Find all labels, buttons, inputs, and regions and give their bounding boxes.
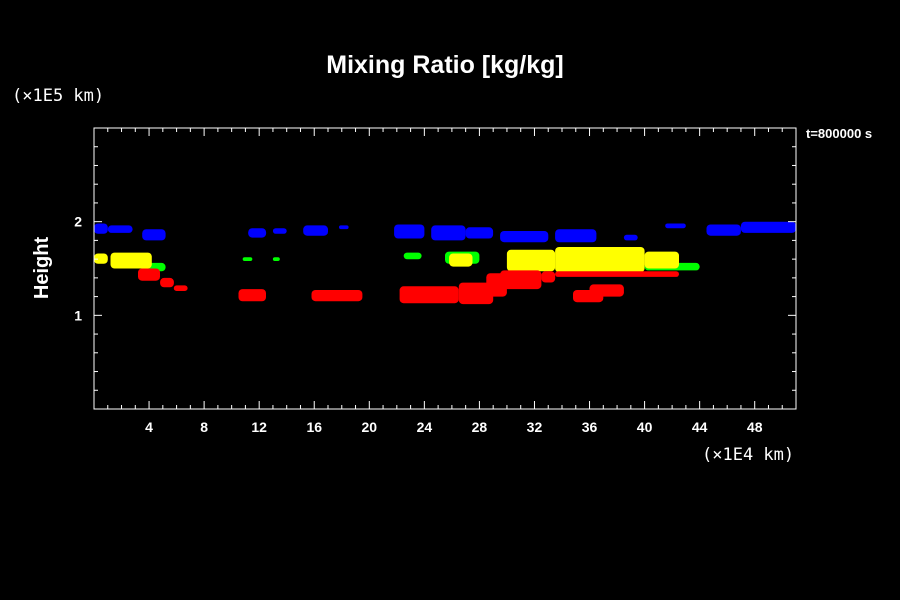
data-region	[138, 268, 160, 281]
x-unit-label: (×1E4 km)	[702, 445, 794, 465]
x-tick-label: 24	[417, 419, 433, 435]
x-tick-label: 16	[306, 419, 322, 435]
data-region	[541, 271, 556, 283]
x-tick-label: 8	[200, 419, 208, 435]
data-region	[142, 229, 166, 241]
data-region	[107, 225, 133, 233]
series-3	[138, 268, 679, 305]
x-tick-label: 20	[362, 419, 378, 435]
data-region	[110, 252, 152, 269]
data-region	[458, 282, 494, 305]
plot-frame	[93, 127, 797, 410]
data-region	[506, 249, 556, 272]
data-region	[500, 270, 542, 290]
y-unit-label: (×1E5 km)	[12, 86, 104, 106]
data-region	[403, 252, 422, 260]
data-region	[248, 228, 267, 238]
data-region	[160, 277, 174, 288]
data-region	[555, 229, 597, 243]
series-2	[94, 247, 679, 273]
x-tick-label: 32	[527, 419, 543, 435]
data-region	[399, 286, 459, 304]
data-region	[555, 247, 645, 273]
data-layer	[94, 221, 796, 305]
data-region	[94, 253, 108, 264]
y-tick-label: 1	[74, 307, 82, 323]
series-0	[94, 221, 796, 243]
data-region	[500, 231, 549, 243]
data-region	[238, 289, 266, 302]
data-region	[94, 223, 108, 234]
x-tick-label: 28	[472, 419, 488, 435]
x-tick-label: 36	[582, 419, 598, 435]
x-tick-label: 44	[692, 419, 708, 435]
data-region	[242, 257, 253, 261]
data-region	[555, 271, 679, 277]
data-region	[303, 225, 328, 236]
data-region	[706, 224, 741, 236]
data-region	[272, 228, 287, 234]
data-region	[272, 257, 280, 261]
data-region	[589, 284, 624, 297]
data-region	[644, 251, 679, 269]
x-tick-label: 40	[637, 419, 653, 435]
data-region	[394, 224, 425, 239]
data-region	[431, 225, 466, 241]
y-axis-label: Height	[31, 237, 53, 300]
data-region	[339, 225, 349, 230]
time-label: t=800000 s	[806, 126, 872, 141]
data-region	[623, 234, 638, 241]
y-tick-label: 2	[74, 214, 82, 230]
data-region	[665, 223, 686, 229]
data-region	[173, 285, 188, 291]
x-tick-label: 48	[747, 419, 763, 435]
data-region	[311, 290, 363, 302]
data-region	[465, 227, 494, 239]
chart-title: Mixing Ratio [kg/kg]	[326, 51, 564, 79]
data-region	[740, 221, 796, 233]
x-tick-label: 4	[145, 419, 153, 435]
x-tick-label: 12	[251, 419, 267, 435]
data-region	[449, 253, 473, 267]
